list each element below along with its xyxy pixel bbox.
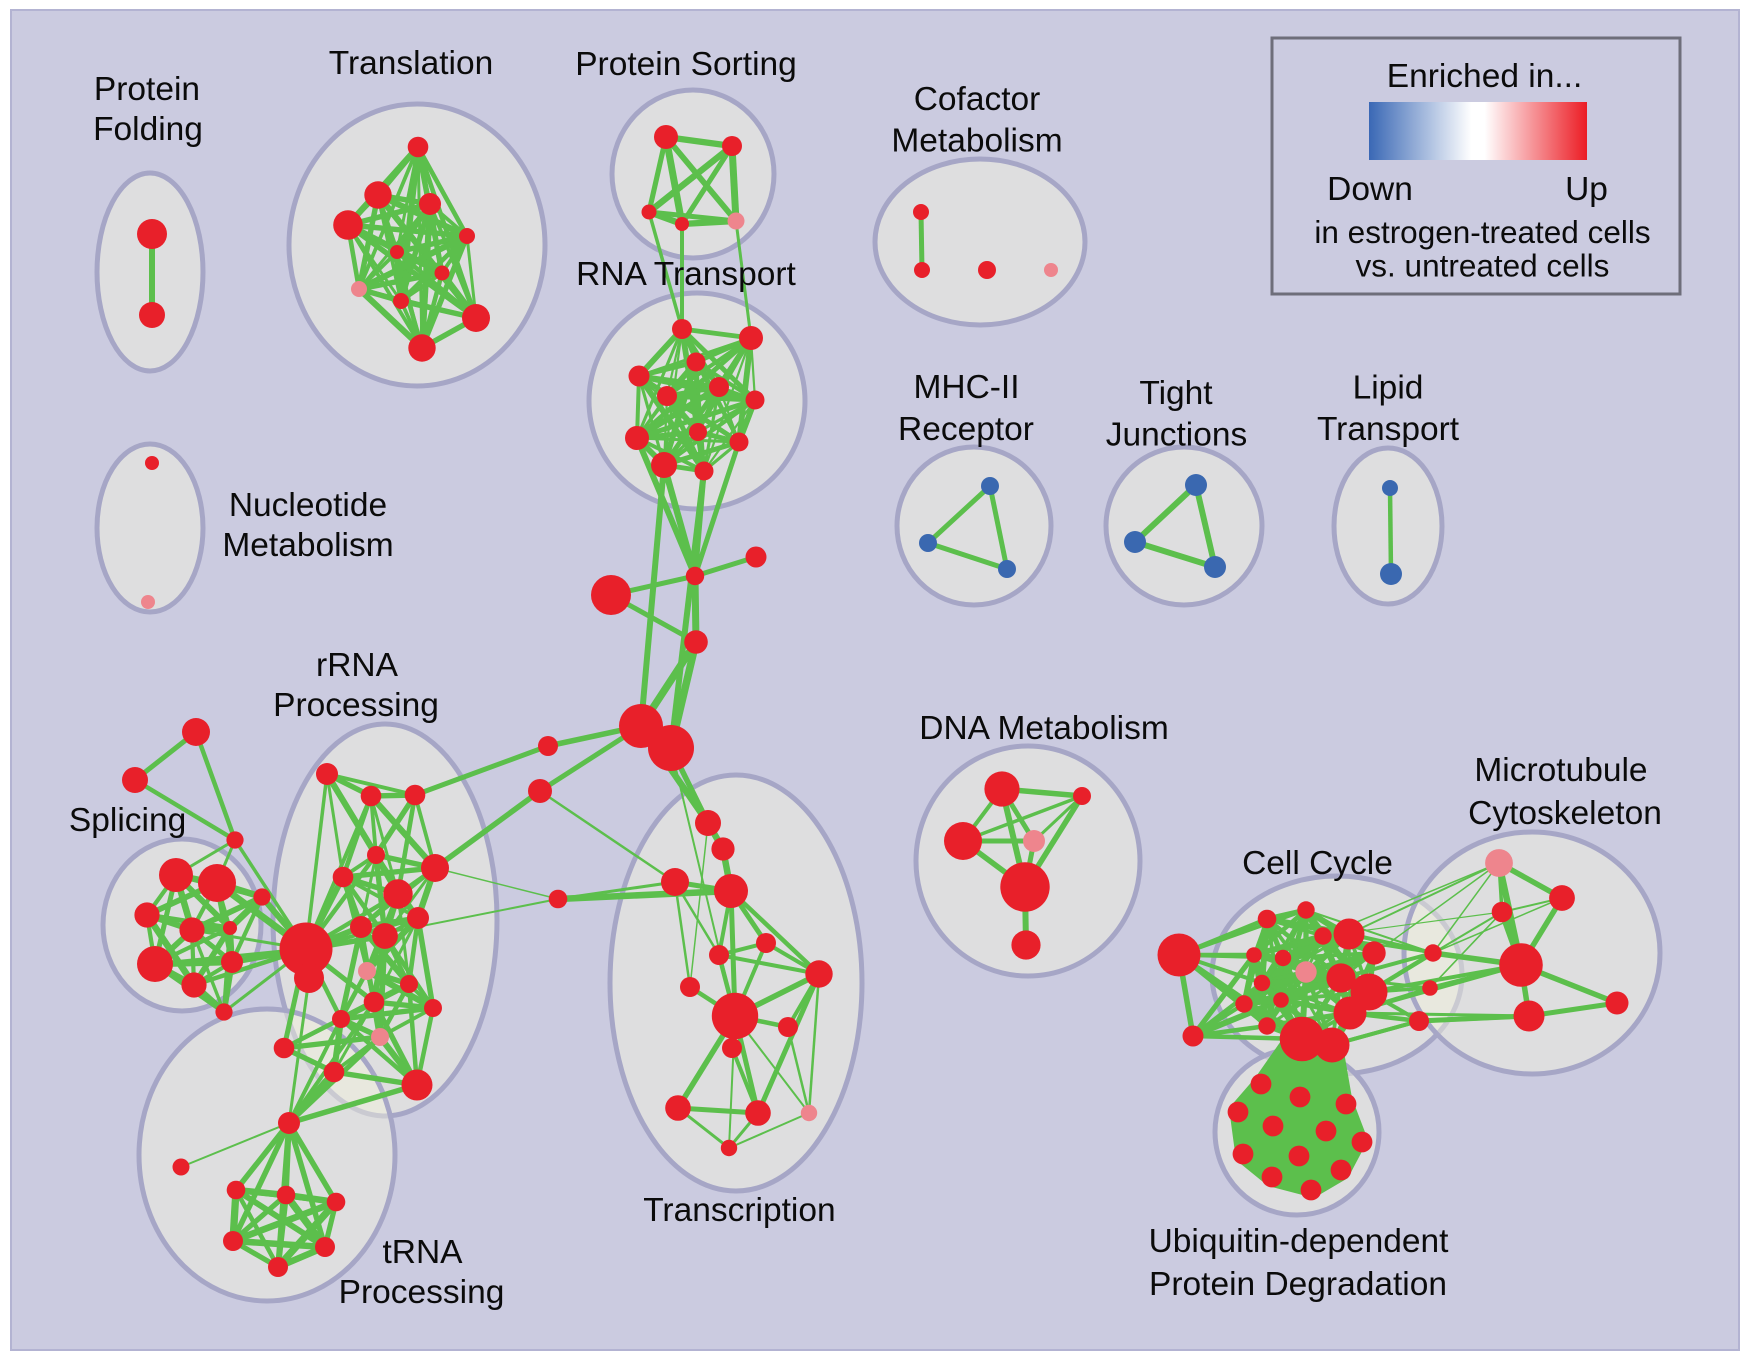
svg-text:Protein Degradation: Protein Degradation — [1149, 1266, 1447, 1303]
svg-text:Lipid: Lipid — [1353, 370, 1424, 407]
svg-text:Metabolism: Metabolism — [891, 123, 1062, 160]
svg-text:Cytoskeleton: Cytoskeleton — [1468, 795, 1662, 832]
svg-text:Folding: Folding — [93, 111, 203, 148]
svg-text:RNA Transport: RNA Transport — [576, 256, 796, 293]
svg-text:vs. untreated cells: vs. untreated cells — [1356, 248, 1610, 284]
svg-text:Protein Sorting: Protein Sorting — [575, 46, 797, 83]
svg-text:Up: Up — [1565, 171, 1608, 208]
svg-text:Metabolism: Metabolism — [222, 527, 393, 564]
svg-text:Transport: Transport — [1317, 411, 1460, 448]
svg-text:Down: Down — [1327, 171, 1413, 208]
svg-text:Splicing: Splicing — [69, 802, 186, 839]
svg-text:Enriched in...: Enriched in... — [1387, 58, 1583, 95]
svg-text:Junctions: Junctions — [1106, 417, 1248, 454]
svg-text:Processing: Processing — [273, 687, 439, 724]
svg-text:Transcription: Transcription — [643, 1192, 835, 1229]
svg-text:Microtubule: Microtubule — [1474, 752, 1647, 789]
svg-text:Receptor: Receptor — [898, 411, 1034, 448]
svg-text:tRNA: tRNA — [382, 1234, 463, 1271]
svg-text:Protein: Protein — [94, 71, 200, 108]
svg-text:Tight: Tight — [1139, 375, 1213, 412]
svg-text:Translation: Translation — [329, 45, 493, 82]
svg-text:Cofactor: Cofactor — [914, 81, 1041, 118]
svg-text:in estrogen-treated cells: in estrogen-treated cells — [1314, 214, 1650, 250]
svg-text:MHC-II: MHC-II — [913, 369, 1019, 406]
svg-text:Ubiquitin-dependent: Ubiquitin-dependent — [1149, 1223, 1450, 1260]
svg-text:DNA Metabolism: DNA Metabolism — [919, 710, 1168, 747]
svg-text:rRNA: rRNA — [316, 647, 399, 684]
svg-text:Processing: Processing — [339, 1274, 505, 1311]
svg-text:Cell Cycle: Cell Cycle — [1242, 845, 1393, 882]
svg-text:Nucleotide: Nucleotide — [229, 487, 387, 524]
